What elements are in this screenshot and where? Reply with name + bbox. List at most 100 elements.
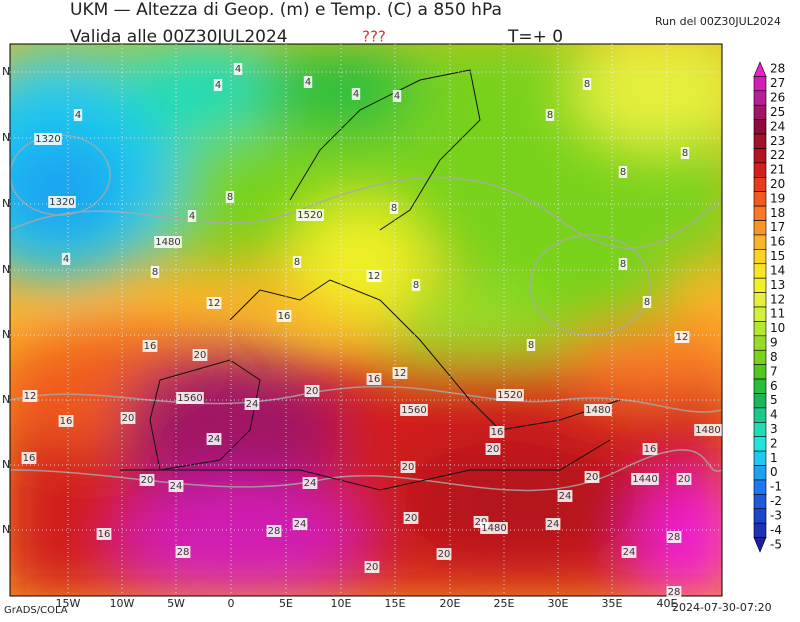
contour-label: 4 — [353, 89, 359, 100]
colorbar-segment — [753, 407, 767, 423]
contour-label-bg — [244, 398, 260, 410]
contour-label-bg — [192, 349, 208, 361]
contour-label-bg — [303, 76, 313, 88]
x-axis-label: 15E — [385, 597, 406, 610]
contour-label-bg — [545, 518, 561, 530]
contour-label: 28 — [668, 587, 681, 598]
colorbar-segment — [753, 263, 767, 279]
contour-label: 1480 — [481, 523, 506, 534]
y-axis-label: N — [2, 263, 10, 276]
colorbar-label: 6 — [770, 379, 778, 393]
colorbar-segment — [753, 249, 767, 265]
contour-label: 24 — [559, 491, 572, 502]
contour-label-bg — [142, 340, 158, 352]
contour-label-bg — [175, 546, 191, 558]
contour-label: 28 — [268, 526, 281, 537]
colorbar-segment — [753, 162, 767, 178]
contour-label: 16 — [644, 444, 657, 455]
contour-label-bg — [351, 88, 361, 100]
contour-label-bg — [150, 266, 160, 278]
contour-label: 8 — [152, 267, 158, 278]
y-axis-label: N — [2, 458, 10, 471]
contour-label: 1440 — [632, 474, 657, 485]
contour-label-bg — [187, 210, 197, 222]
contour-label-bg — [154, 236, 182, 248]
contour-label: 20 — [141, 475, 154, 486]
contour-label-bg — [139, 474, 155, 486]
contour-label: 16 — [23, 453, 36, 464]
colorbar-label: 7 — [770, 364, 778, 378]
contour-label-bg — [392, 367, 408, 379]
contour-label: 8 — [584, 79, 590, 90]
colorbar-label: 17 — [770, 220, 785, 234]
footer-left: GrADS/COLA — [4, 605, 68, 616]
colorbar-segment — [753, 133, 767, 149]
colorbar-segment — [753, 76, 767, 92]
contour-label: 12 — [208, 298, 221, 309]
contour-label: 20 — [586, 472, 599, 483]
colorbar-label: 11 — [770, 307, 785, 321]
contour-label: 4 — [235, 64, 241, 75]
contour-label: 12 — [676, 332, 689, 343]
contour-label: 20 — [402, 462, 415, 473]
contour-label: 1560 — [401, 405, 426, 416]
colorbar-segment — [753, 191, 767, 207]
y-axis-label: N — [2, 131, 10, 144]
contour-label: 1480 — [585, 405, 610, 416]
contour-label-bg — [400, 461, 416, 473]
contour-label: 20 — [366, 562, 379, 573]
colorbar-label: 5 — [770, 393, 778, 407]
contour-label-bg — [642, 296, 652, 308]
contour-label: 24 — [294, 519, 307, 530]
contour-label-bg — [304, 385, 320, 397]
colorbar-label: 16 — [770, 235, 785, 249]
contour-label-bg — [584, 471, 600, 483]
colorbar-segment — [753, 90, 767, 106]
colorbar-label: -2 — [770, 494, 782, 508]
contour-label: 8 — [528, 340, 534, 351]
contour-label: 20 — [487, 444, 500, 455]
contour-label: 24 — [246, 399, 259, 410]
colorbar-label: 13 — [770, 278, 785, 292]
colorbar-segment — [753, 508, 767, 524]
contour-label-bg — [34, 133, 62, 145]
y-axis-label: N — [2, 328, 10, 341]
contour-label: 28 — [177, 547, 190, 558]
contour-label: 1320 — [35, 134, 60, 145]
contour-label: 20 — [194, 350, 207, 361]
contour-label-bg — [302, 477, 318, 489]
contour-label: 1480 — [695, 425, 720, 436]
colorbar-segment — [753, 292, 767, 308]
colorbar-label: 26 — [770, 91, 785, 105]
contour-label: 8 — [413, 280, 419, 291]
contour-label-bg — [213, 79, 223, 91]
y-axis-label: N — [2, 65, 10, 78]
colorbar-label: -1 — [770, 480, 782, 494]
contour-label: 8 — [227, 192, 233, 203]
colorbar-label: 25 — [770, 105, 785, 119]
valid-time: Valida alle 00Z30JUL2024 — [70, 27, 288, 47]
contour-label-bg — [674, 331, 690, 343]
contour-label-bg — [120, 412, 136, 424]
contour-label: 8 — [644, 297, 650, 308]
contour-label: 1480 — [155, 237, 180, 248]
contour-label: 4 — [305, 77, 311, 88]
contour-label: 1560 — [177, 393, 202, 404]
contour-label-bg — [48, 196, 76, 208]
contour-label-bg — [392, 90, 402, 102]
footer-right: 2024-07-30-07:20 — [672, 601, 772, 614]
colorbar-label: -5 — [770, 537, 782, 551]
colorbar-segment — [753, 104, 767, 120]
colorbar-segment — [753, 436, 767, 452]
contour-label: 8 — [620, 259, 626, 270]
contour-label-bg — [206, 297, 222, 309]
colorbar-segment — [753, 364, 767, 380]
contour-label: 20 — [306, 386, 319, 397]
contour-label-bg — [233, 63, 243, 75]
colorbar: 2827262524232221201918171615141312111098… — [753, 61, 785, 553]
colorbar-label: 8 — [770, 350, 778, 364]
contour-label-bg — [545, 109, 555, 121]
contour-label-bg — [296, 209, 324, 221]
contour-label-bg — [557, 490, 573, 502]
contour-label: 8 — [391, 203, 397, 214]
